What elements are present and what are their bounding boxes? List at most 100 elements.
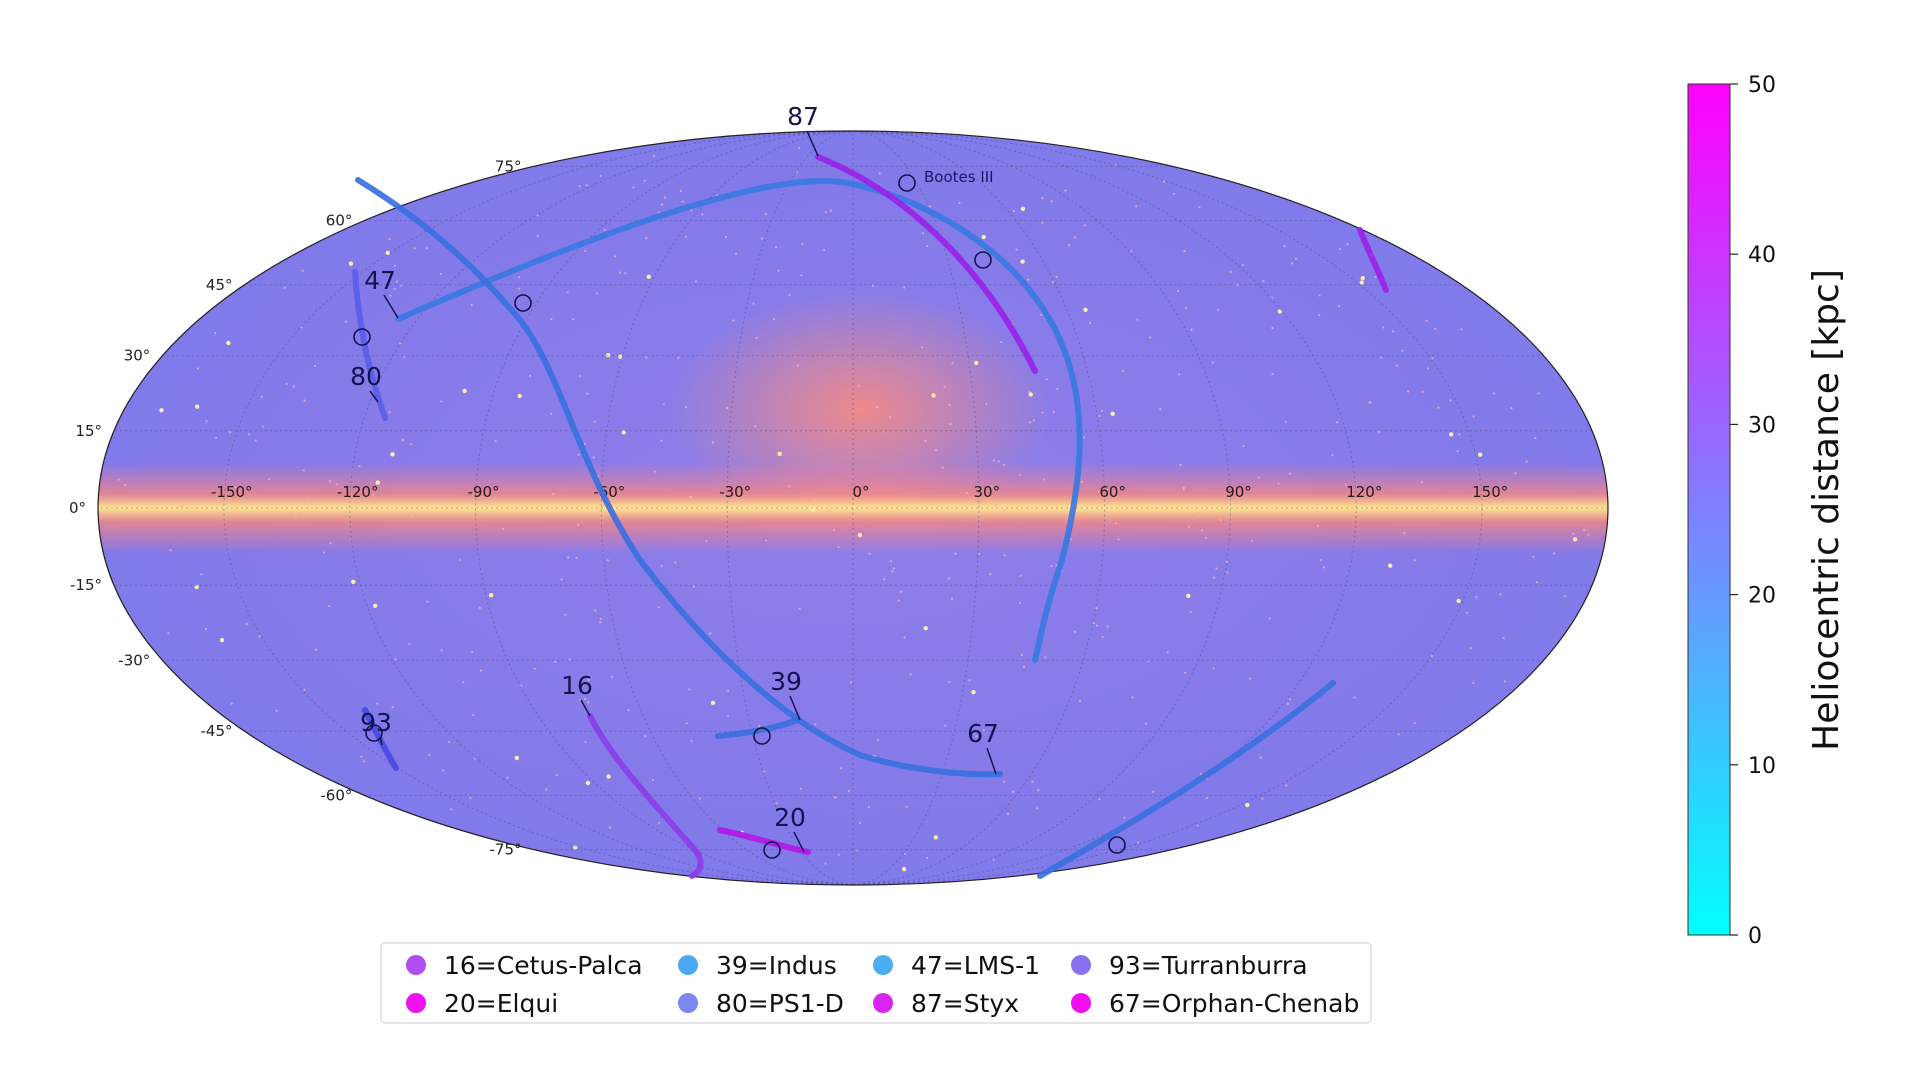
star: [1018, 601, 1022, 605]
star: [677, 356, 680, 359]
star: [1528, 510, 1531, 513]
star: [1092, 622, 1095, 625]
star: [949, 423, 952, 426]
lat-tick-label: 0°: [69, 499, 86, 517]
star: [1277, 309, 1283, 314]
star: [909, 673, 912, 676]
star: [775, 246, 778, 249]
star: [867, 805, 871, 809]
colorbar-tick-label: 10: [1748, 754, 1776, 779]
star: [684, 406, 688, 409]
stream-track-16: [587, 713, 704, 879]
star: [989, 572, 992, 576]
star: [1262, 280, 1265, 283]
star: [566, 291, 569, 294]
star: [931, 393, 936, 398]
star: [1147, 660, 1150, 663]
star: [1117, 538, 1120, 541]
star: [801, 243, 804, 246]
star: [1382, 326, 1385, 329]
star: [267, 478, 271, 481]
star: [471, 650, 474, 654]
star: [837, 546, 840, 549]
star: [1392, 330, 1395, 333]
star: [1225, 560, 1228, 564]
star: [200, 573, 203, 576]
star: [1322, 566, 1325, 569]
map-border: [97, 130, 1609, 886]
star: [763, 770, 766, 773]
star: [765, 539, 768, 542]
star: [1251, 539, 1254, 543]
lon-tick-label: -150°: [211, 483, 253, 501]
star: [1183, 250, 1186, 253]
lon-tick-label: -30°: [719, 483, 751, 501]
star: [254, 439, 257, 442]
star: [681, 200, 685, 203]
star: [351, 579, 356, 584]
star: [1395, 364, 1398, 367]
star: [1041, 411, 1044, 414]
star: [440, 400, 443, 403]
star: [877, 738, 880, 741]
star: [875, 500, 878, 503]
star: [823, 248, 826, 251]
star: [1041, 221, 1044, 224]
star: [1020, 259, 1025, 264]
star: [618, 271, 621, 274]
star: [480, 669, 483, 672]
star: [1359, 280, 1365, 285]
star: [943, 385, 946, 388]
star: [1535, 581, 1538, 584]
star: [358, 465, 361, 468]
star: [1022, 665, 1026, 668]
star: [775, 802, 778, 805]
star: [954, 552, 957, 555]
object-label-bootes-iii: Bootes III: [924, 168, 994, 186]
star: [442, 769, 445, 772]
star: [599, 174, 603, 177]
star: [903, 286, 906, 289]
star: [478, 606, 481, 610]
star: [1189, 610, 1192, 614]
star: [1510, 407, 1513, 410]
star: [889, 560, 893, 563]
star: [323, 551, 326, 554]
star: [606, 774, 611, 779]
star: [550, 412, 553, 415]
star: [124, 483, 127, 487]
star: [1028, 391, 1031, 394]
stream-track-87: [1357, 227, 1389, 293]
star: [1388, 563, 1393, 568]
star: [1006, 812, 1010, 816]
star: [888, 416, 892, 419]
lat-tick-label: 75°: [495, 157, 522, 175]
star: [439, 272, 442, 276]
stream-leader-line: [986, 747, 997, 775]
star: [1219, 519, 1222, 522]
star: [1200, 529, 1203, 532]
star: [1397, 733, 1400, 736]
star: [586, 392, 589, 395]
lat-tick-label: 60°: [326, 212, 353, 230]
star: [391, 706, 394, 709]
stream-leader-line: [580, 699, 591, 717]
object-marker: [365, 724, 383, 742]
star: [828, 509, 831, 512]
star: [689, 495, 692, 498]
star: [599, 617, 602, 620]
star: [1316, 509, 1319, 512]
stream-label-87: 87: [787, 102, 819, 131]
star: [488, 593, 494, 598]
star: [506, 776, 509, 779]
star: [314, 364, 317, 368]
star: [1344, 483, 1347, 486]
stream-track-67: [1037, 680, 1336, 879]
star: [594, 609, 597, 612]
star: [855, 849, 858, 852]
star: [529, 374, 532, 377]
colorbar-tick-label: 20: [1748, 584, 1776, 609]
star: [413, 247, 416, 250]
star: [837, 853, 840, 856]
star: [258, 635, 261, 638]
